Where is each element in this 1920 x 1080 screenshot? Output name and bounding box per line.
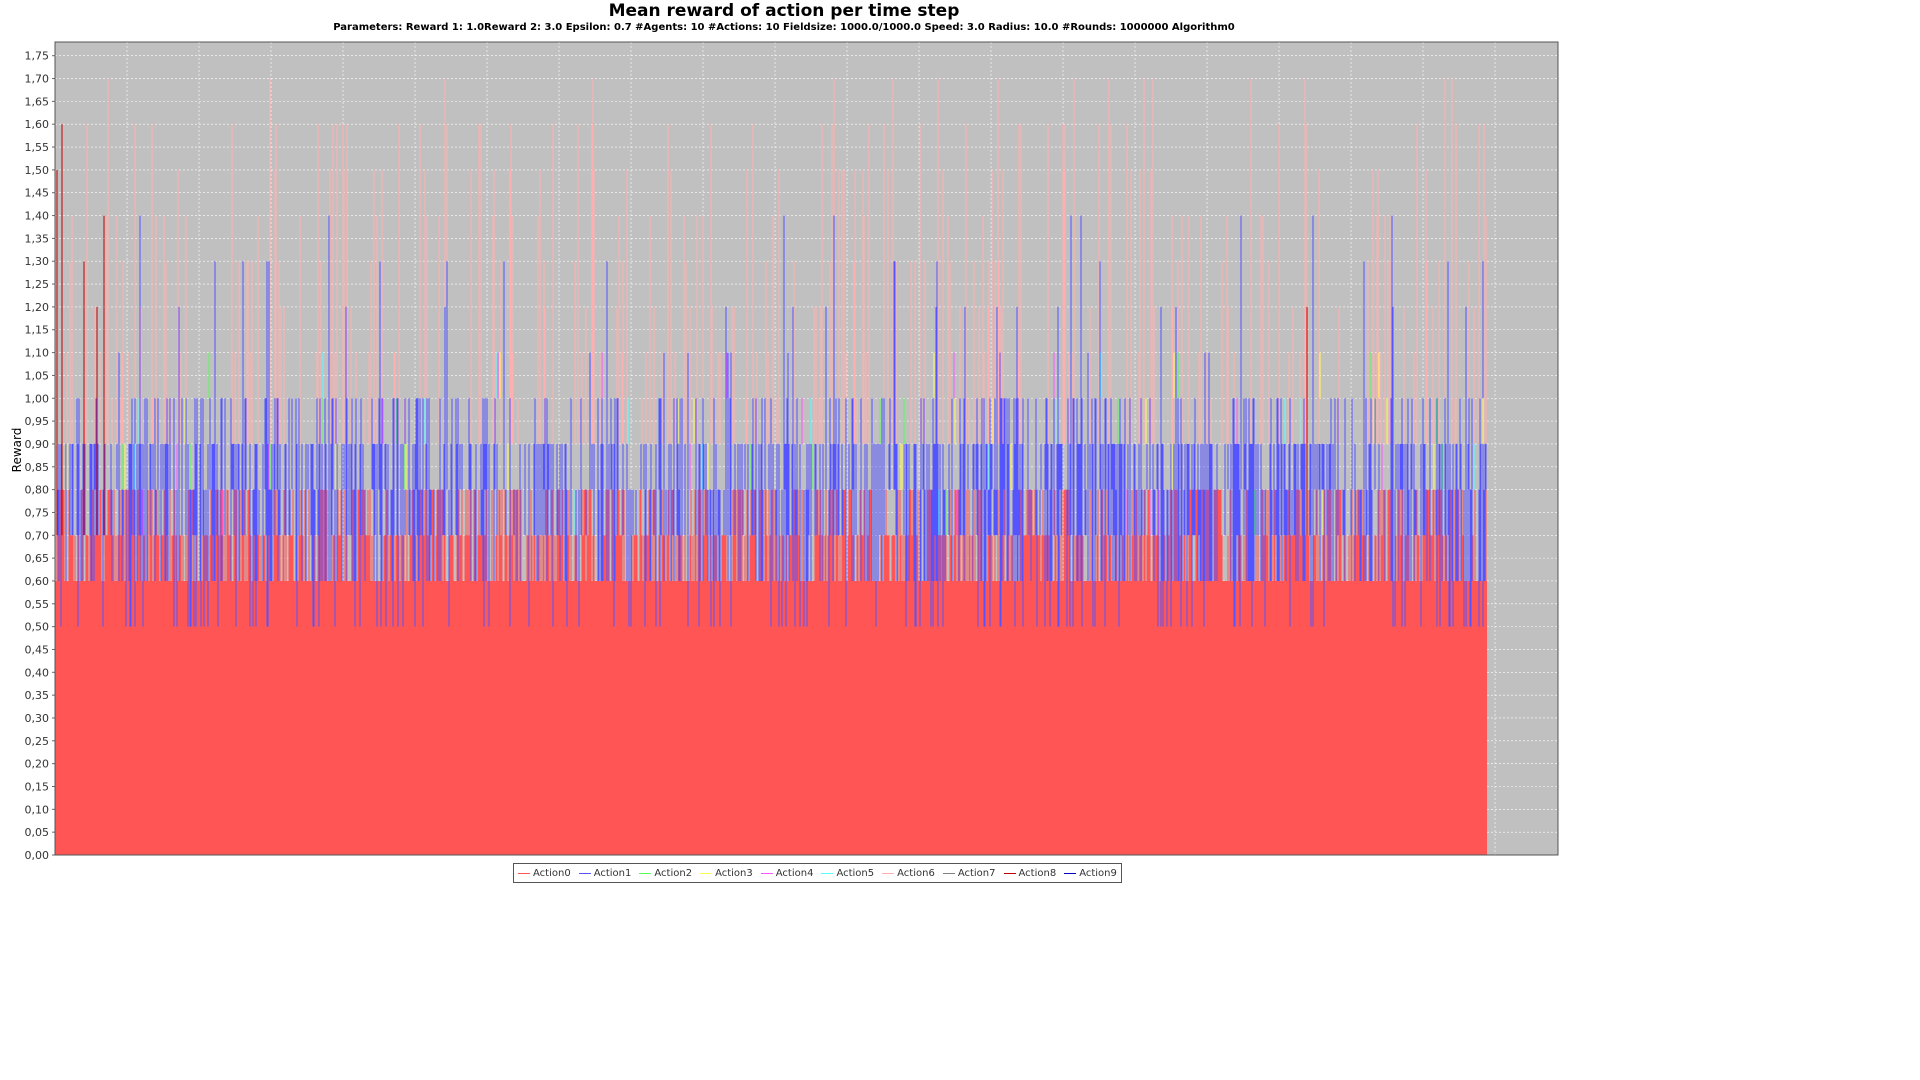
y-tick-label: 0,80 [25,484,50,497]
legend-swatch [1003,872,1016,874]
legend-label: Action3 [715,867,753,879]
y-tick-label: 0,70 [25,529,50,542]
legend-swatch [942,872,955,874]
y-tick-label: 0,50 [25,621,50,634]
y-tick-label: 0,95 [25,415,50,428]
y-tick-label: 1,70 [25,73,50,86]
legend-swatch [821,872,834,874]
legend-label: Action5 [836,867,875,879]
y-tick-label: 1,10 [25,347,50,360]
legend-label: Action1 [593,867,632,879]
legend-item-action7: Action7 [942,867,996,879]
legend-item-action9: Action9 [1064,868,1117,879]
y-tick-label: 0,15 [25,780,50,793]
y-tick-label: 1,45 [25,187,50,200]
legend-swatch [639,872,652,874]
legend-label: Action0 [533,867,571,879]
legend-swatch [518,872,530,874]
legend-item-action3: Action3 [700,868,753,879]
legend-item-action5: Action5 [821,868,874,879]
y-tick-label: 0,05 [25,826,50,839]
legend-swatch [1064,872,1077,874]
y-tick-label: 1,15 [25,324,50,337]
y-tick-label: 1,40 [25,210,50,223]
y-tick-label: 1,05 [25,369,50,382]
y-tick-label: 0,40 [25,666,50,679]
y-tick-label: 0,45 [25,643,50,656]
y-tick-label: 1,75 [25,50,50,63]
chart-svg: 0,00 0,05 0,10 0,15 0,20 0,25 0,30 0,35 0,40 0,45… [10,41,1559,862]
chart-subtitle: Parameters: Reward 1: 1.0Reward 2: 3.0 E… [333,22,1235,33]
legend-item-action6: Action6 [882,868,935,879]
legend-item-action1: Action1 [578,867,632,879]
legend-label: Action8 [1018,867,1057,879]
y-tick-label: 1,65 [25,95,50,108]
legend-label: Action4 [775,867,814,879]
y-tick-label: 1,50 [25,164,50,177]
legend-item-action0: Action0 [518,868,571,879]
legend-label: Action2 [654,867,693,879]
y-tick-label: 1,35 [25,232,50,245]
plot-border [54,41,1559,856]
y-tick-label: 1,55 [25,141,50,154]
y-tick-label: 0,85 [25,461,50,474]
y-tick-label: 0,30 [25,712,50,725]
y-tick-label: 0,55 [25,598,50,611]
y-tick-label: 1,20 [25,301,50,314]
y-tick-label: 1,30 [25,255,50,268]
legend-label: Action6 [897,867,935,879]
legend-item-action2: Action2 [639,868,692,879]
y-tick-label: 0,35 [25,689,50,702]
legend-label: Action7 [957,867,996,879]
legend-item-action4: Action4 [760,867,814,879]
y-tick-label: 0,10 [25,803,50,816]
y-tick-label: 0,75 [25,506,50,519]
y-tick-label: 0,65 [25,552,50,565]
chart-title: Mean reward of action per time step [608,1,960,21]
legend-label: Action9 [1079,867,1117,879]
y-tick-label: 0,20 [25,758,50,771]
legend-item-action8: Action8 [1003,867,1057,879]
legend-swatch [882,872,895,874]
y-tick-label: 0,90 [25,438,50,451]
y-tick-label: 0,25 [25,735,50,748]
y-tick-label: 1,00 [25,392,50,405]
y-tick-label: 0,00 [25,849,50,862]
legend: Action0 Action1 Action2 Action3 Action4 Actio… [513,863,1122,883]
y-axis-label: Reward [10,428,24,473]
legend-swatch [700,872,713,874]
legend-swatch [760,872,773,874]
y-tick-label: 1,25 [25,278,50,291]
legend-swatch [578,872,591,874]
y-tick-label: 1,60 [25,118,50,131]
y-tick-label: 0,60 [25,575,50,588]
